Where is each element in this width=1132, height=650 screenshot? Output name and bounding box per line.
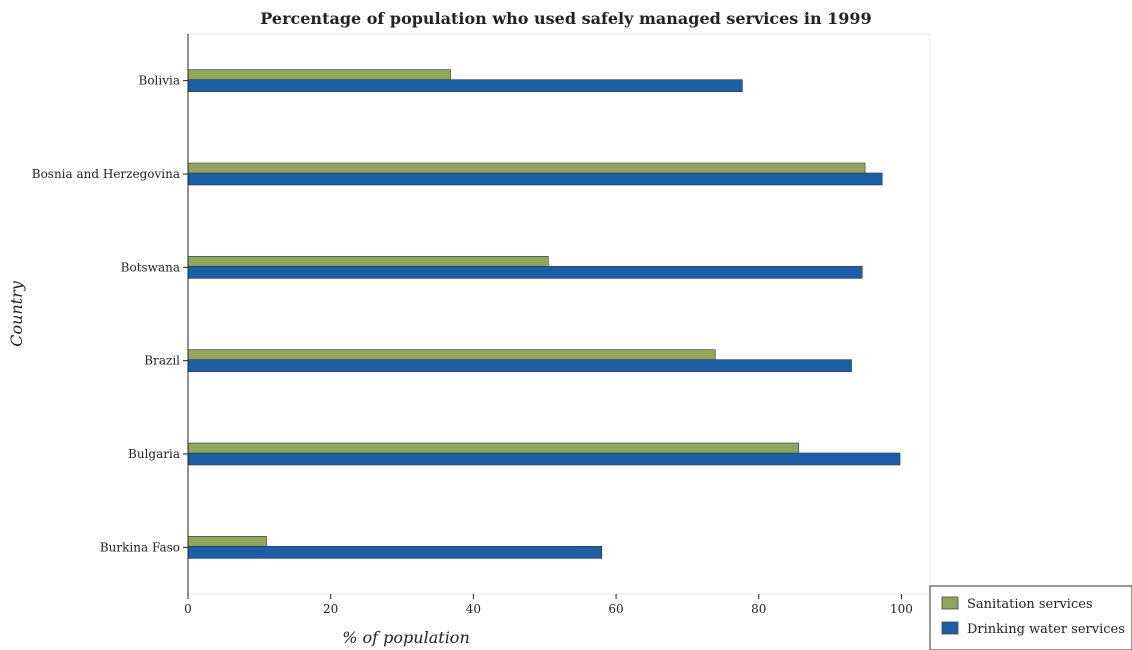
y-axis-label: Country: [7, 280, 26, 347]
x-tick-label: 40: [466, 602, 481, 616]
bar-drinking-water-burkina-faso: [187, 546, 603, 559]
legend-label-drinking-water: Drinking water services: [967, 622, 1125, 637]
x-axis: 0 20 40 60 80 100: [184, 594, 913, 616]
x-tick-label: 0: [184, 602, 192, 616]
bar-drinking-water-brazil: [187, 359, 852, 372]
x-tick-label: 60: [608, 602, 623, 616]
legend-swatch-sanitation: [941, 596, 959, 610]
x-tick-label: 20: [323, 602, 338, 616]
chart-title: Percentage of population who used safely…: [260, 9, 871, 28]
y-tick-label: Botswana: [121, 260, 180, 274]
y-tick-label: Bosnia and Herzegovina: [32, 167, 180, 181]
y-axis: Bolivia Bosnia and Herzegovina Botswana Bra…: [32, 74, 188, 554]
legend-box: [929, 585, 1132, 650]
bar-drinking-water-bulgaria: [187, 452, 901, 466]
legend: Sanitation services Drinking water servi…: [929, 585, 1132, 650]
x-tick-label: 100: [890, 602, 913, 616]
legend-swatch-drinking-water: [941, 621, 959, 635]
bar-drinking-water-botswana: [187, 266, 863, 279]
y-tick-label: Bulgaria: [128, 447, 180, 461]
y-tick-label: Brazil: [144, 354, 180, 368]
x-tick-label: 80: [751, 602, 766, 616]
bar-drinking-water-bolivia: [187, 79, 743, 92]
bar-drinking-water-bosnia-and-herzegovina: [187, 172, 883, 186]
y-tick-label: Burkina Faso: [100, 540, 180, 554]
legend-label-sanitation: Sanitation services: [967, 597, 1093, 612]
plot-area: [187, 33, 931, 595]
x-axis-label: % of population: [342, 628, 470, 647]
y-tick-label: Bolivia: [139, 74, 181, 88]
